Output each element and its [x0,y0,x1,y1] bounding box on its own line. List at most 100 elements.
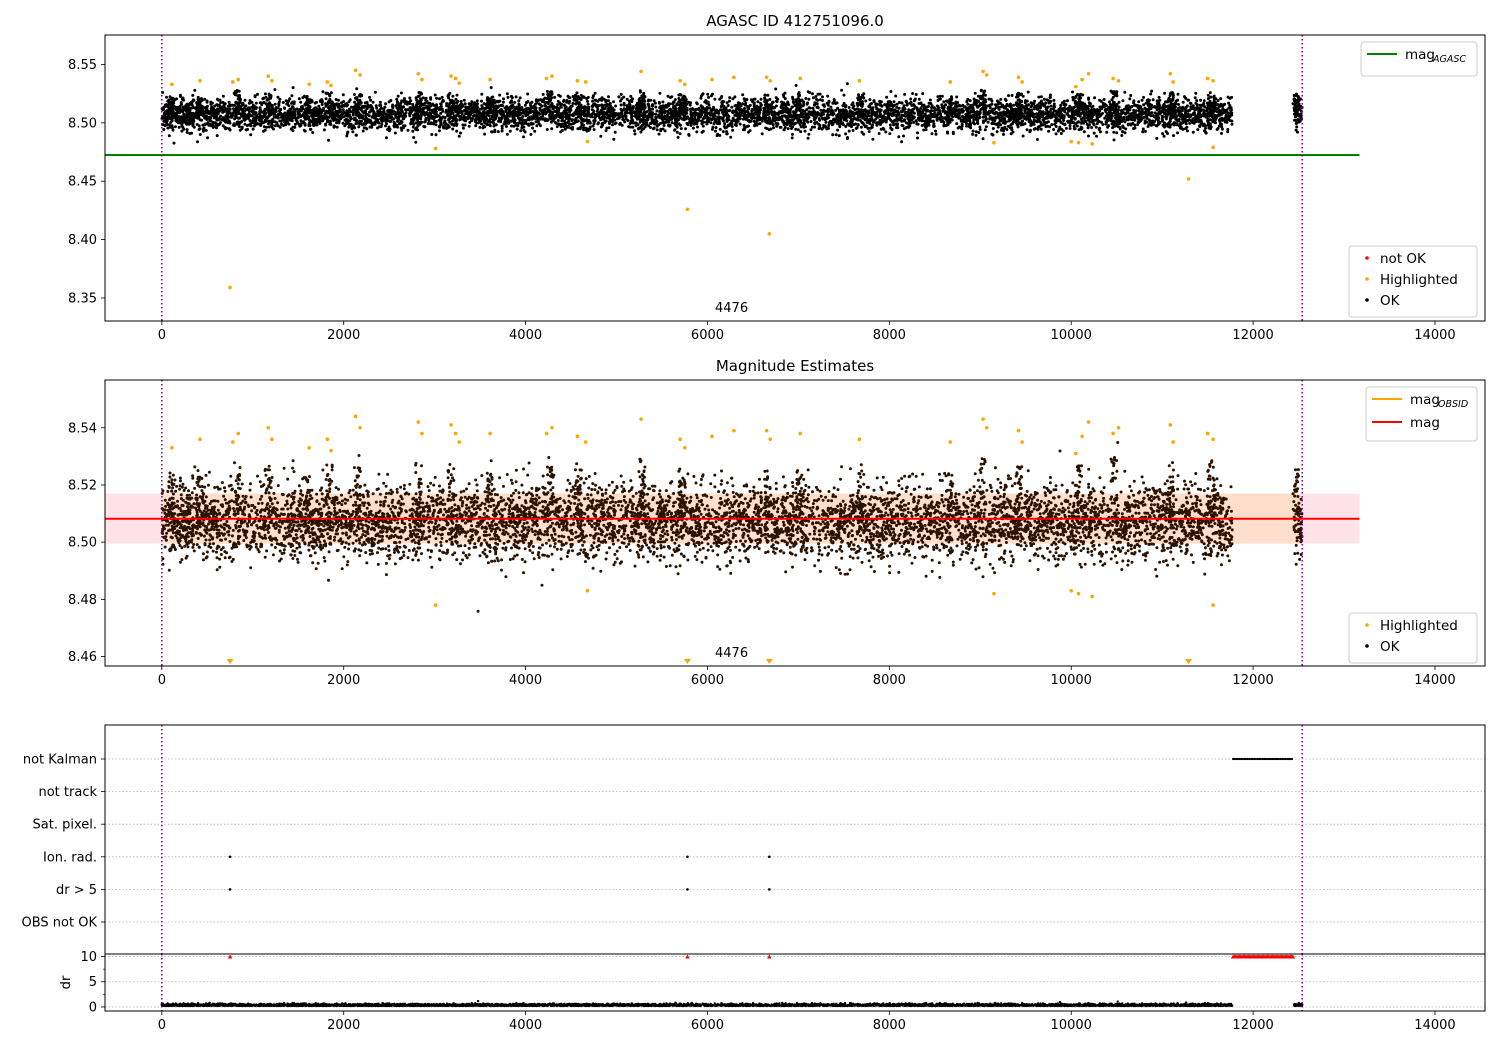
ok-point [324,123,328,127]
ok-point [1121,99,1125,103]
ok-point [505,92,509,96]
ok-point [439,111,443,115]
ok-point [333,124,337,128]
ok-point [607,95,610,99]
ok-point [746,111,750,114]
ok-point [1223,116,1227,120]
ok-point [562,103,566,107]
ok-point [726,118,730,122]
ok-point [470,100,474,104]
ok-point [871,120,875,124]
ok-point [844,132,848,136]
ok-point [811,96,815,100]
ok-point [864,99,868,103]
ok-point [247,101,251,105]
ok-point [759,97,763,101]
ok-point [593,91,597,95]
ok-point [352,125,356,129]
ok-point [593,119,597,122]
ok-point [556,99,560,103]
ok-point [557,106,561,110]
ok-point [909,113,913,117]
ok-point [799,130,803,134]
ok-point [292,109,296,113]
ok-point [460,112,464,116]
ok-point [838,125,842,129]
ok-point [931,119,935,123]
ok-point [443,123,447,127]
ok-point [423,125,427,129]
ok-point [831,133,835,137]
ok-point [459,131,462,135]
ok-point [190,131,193,135]
ok-point [385,116,389,120]
ok-point [422,103,426,107]
ok-point [630,114,634,118]
ok-point [568,110,572,114]
ok-point [991,127,995,130]
ok-point [176,105,179,109]
ok-point [517,102,521,106]
ok-point [1038,101,1042,105]
ok-point [515,127,519,131]
ok-point [172,141,176,145]
ok-point [467,124,471,128]
ok-point [695,130,699,134]
ok-point [696,125,699,129]
ok-point [1202,99,1206,103]
ok-point [163,124,167,128]
ok-point [986,120,990,124]
ok-point [747,130,750,134]
ok-point [1164,130,1168,134]
ok-point [851,128,855,132]
ok-point [612,100,615,104]
ok-point [474,124,478,128]
ok-point [1142,103,1146,107]
ok-point [633,129,636,133]
ok-point [845,119,849,123]
ok-point [369,98,373,102]
ok-point [892,103,896,107]
ok-point [1123,90,1127,94]
ok-point [509,94,513,98]
ok-point [571,122,575,126]
ok-point [657,113,660,117]
ok-point [612,137,616,141]
ok-point [1015,123,1019,126]
ok-point [1086,126,1090,130]
ok-point [345,134,349,138]
ok-point [1033,127,1037,130]
ok-point [1137,109,1141,113]
ok-point [457,134,461,138]
ok-point [768,97,772,101]
ok-point [969,115,973,119]
ok-point [1141,127,1145,131]
ok-point [201,129,205,133]
ok-point [274,110,278,113]
ok-point [247,106,251,110]
ok-point [277,102,281,106]
ok-point [320,109,324,113]
ok-point [902,118,906,122]
ok-point [435,96,439,100]
ok-point [619,92,623,96]
ok-point [564,105,568,109]
ok-point [1098,130,1102,134]
ok-point [826,94,830,98]
ok-point [242,113,246,117]
ok-point [1133,118,1137,122]
ok-point [825,116,829,120]
ok-point [939,120,943,123]
ok-point [185,130,189,134]
ok-point [859,115,863,119]
ok-point [1112,138,1116,142]
ok-point [553,95,557,99]
ok-point [571,114,575,118]
ok-point [821,99,824,102]
ok-point [618,122,622,126]
ok-point [468,120,472,124]
ok-point [1039,127,1043,131]
ok-point [1082,130,1086,134]
ok-point [1092,113,1096,116]
ok-point [841,104,845,107]
